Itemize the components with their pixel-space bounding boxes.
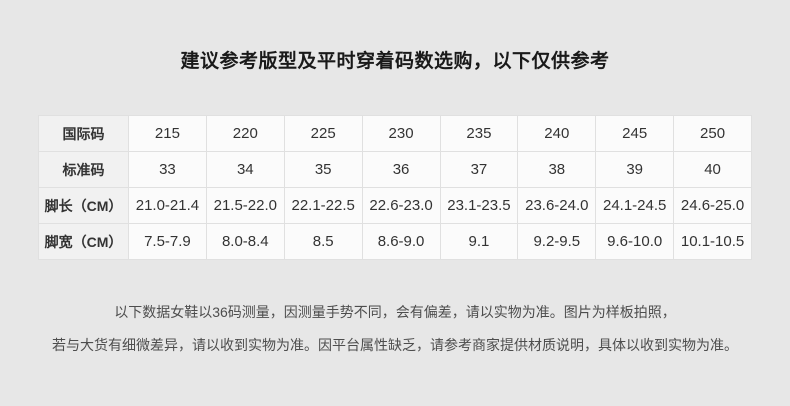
table-cell: 9.6-10.0: [595, 223, 675, 260]
page-title: 建议参考版型及平时穿着码数选购，以下仅供参考: [180, 51, 610, 72]
table-row-standard-size: 标准码 33 34 35 36 37 38 39 40: [38, 151, 752, 188]
table-cell: 23.1-23.5: [439, 187, 519, 224]
table-cell: 240: [517, 115, 597, 152]
table-cell: 220: [205, 115, 285, 152]
table-cell: 33: [128, 151, 207, 188]
table-cell: 8.5: [283, 223, 363, 260]
table-cell: 10.1-10.5: [673, 223, 752, 260]
disclaimer: 以下数据女鞋以36码测量，因测量手势不同，会有偏差，请以实物为准。图片为样板拍照…: [0, 296, 790, 362]
row-header-foot-width: 脚宽（CM）: [38, 223, 129, 260]
table-cell: 235: [439, 115, 519, 152]
row-header-foot-length: 脚长（CM）: [38, 187, 129, 224]
table-cell: 8.0-8.4: [205, 223, 285, 260]
table-cell: 22.1-22.5: [283, 187, 363, 224]
table-cell: 215: [128, 115, 207, 152]
table-row-foot-width: 脚宽（CM） 7.5-7.9 8.0-8.4 8.5 8.6-9.0 9.1 9…: [38, 223, 752, 260]
size-chart-table: 国际码 215 220 225 230 235 240 245 250 标准码 …: [38, 115, 752, 260]
disclaimer-line-1: 以下数据女鞋以36码测量，因测量手势不同，会有偏差，请以实物为准。图片为样板拍照…: [114, 304, 676, 320]
table-cell: 38: [517, 151, 597, 188]
size-chart-container: 国际码 215 220 225 230 235 240 245 250 标准码 …: [38, 115, 752, 260]
table-cell: 21.5-22.0: [205, 187, 285, 224]
table-cell: 245: [595, 115, 675, 152]
table-cell: 40: [673, 151, 752, 188]
disclaimer-line-2: 若与大货有细微差异，请以收到实物为准。因平台属性缺乏，请参考商家提供材质说明，具…: [52, 337, 738, 353]
table-cell: 36: [361, 151, 441, 188]
table-cell: 23.6-24.0: [517, 187, 597, 224]
row-header-international-size: 国际码: [38, 115, 129, 152]
table-cell: 39: [595, 151, 675, 188]
table-cell: 22.6-23.0: [361, 187, 441, 224]
table-cell: 35: [283, 151, 363, 188]
table-cell: 24.1-24.5: [595, 187, 675, 224]
table-cell: 24.6-25.0: [673, 187, 752, 224]
table-cell: 21.0-21.4: [128, 187, 207, 224]
table-cell: 9.2-9.5: [517, 223, 597, 260]
table-cell: 37: [439, 151, 519, 188]
table-cell: 250: [673, 115, 752, 152]
table-cell: 8.6-9.0: [361, 223, 441, 260]
table-row-international-size: 国际码 215 220 225 230 235 240 245 250: [38, 115, 752, 152]
table-cell: 7.5-7.9: [128, 223, 207, 260]
table-cell: 225: [283, 115, 363, 152]
row-header-standard-size: 标准码: [38, 151, 129, 188]
table-row-foot-length: 脚长（CM） 21.0-21.4 21.5-22.0 22.1-22.5 22.…: [38, 187, 752, 224]
table-cell: 230: [361, 115, 441, 152]
table-cell: 34: [205, 151, 285, 188]
table-cell: 9.1: [439, 223, 519, 260]
